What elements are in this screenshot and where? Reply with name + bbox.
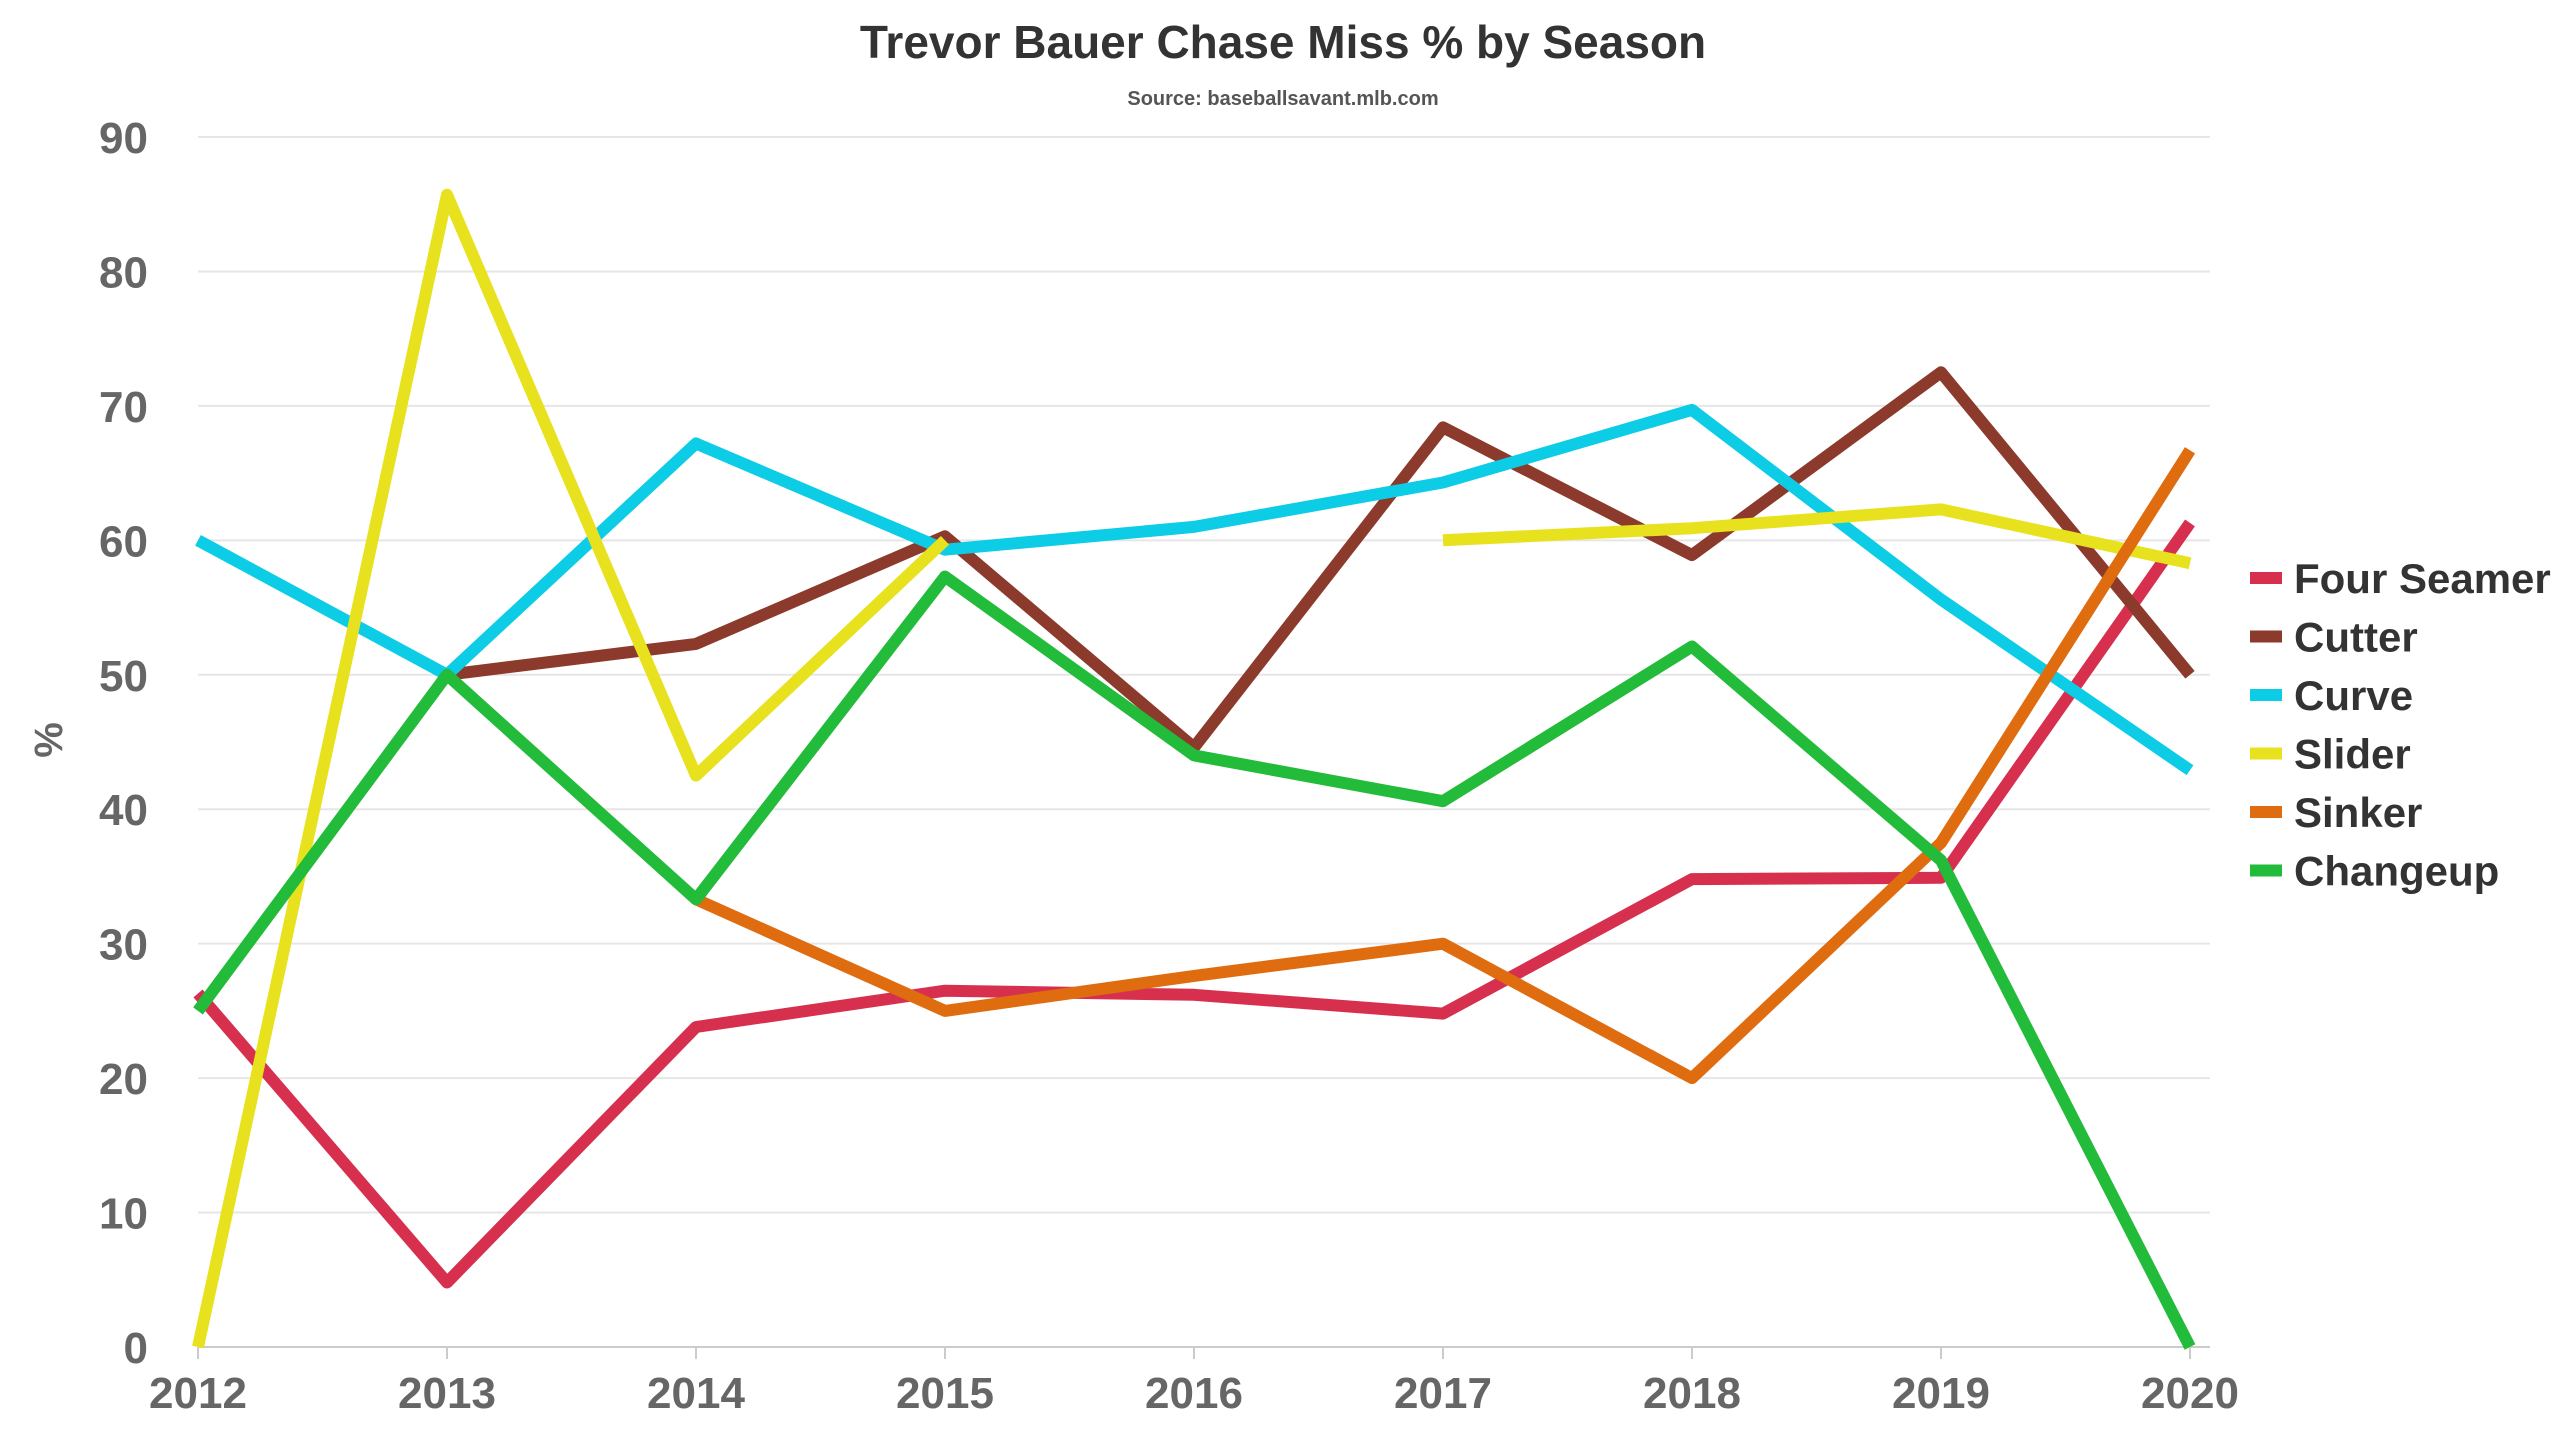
y-tick-label: 90 bbox=[99, 114, 148, 163]
series-changeup bbox=[193, 570, 2196, 1350]
y-tick-label: 10 bbox=[99, 1190, 148, 1239]
legend-item: Sinker bbox=[2250, 789, 2422, 836]
series-cutter bbox=[446, 366, 2195, 754]
series-slider bbox=[192, 188, 2192, 1349]
series-line bbox=[192, 188, 950, 1349]
y-axis-label: % bbox=[27, 722, 71, 758]
x-tick-label: 2013 bbox=[398, 1369, 496, 1418]
series-line bbox=[693, 447, 2196, 1085]
y-tick-label: 0 bbox=[124, 1324, 148, 1373]
legend-label: Curve bbox=[2294, 672, 2413, 719]
y-tick-label: 60 bbox=[99, 517, 148, 566]
x-tick-label: 2018 bbox=[1643, 1369, 1741, 1418]
series-line bbox=[446, 366, 2195, 754]
x-axis: 2012 2013 2014 2015 2016 2017 2018 2019 2020 bbox=[149, 1346, 2239, 1418]
legend-item: Changeup bbox=[2250, 848, 2499, 895]
chart-subtitle: Source: baseballsavant.mlb.com bbox=[1127, 88, 1438, 110]
y-tick-label: 80 bbox=[99, 248, 148, 297]
series-four-seamer bbox=[193, 519, 2195, 1289]
y-axis: 0 10 20 30 40 50 60 70 80 90 bbox=[99, 114, 148, 1373]
x-tick-label: 2014 bbox=[647, 1369, 745, 1418]
y-tick-label: 50 bbox=[99, 652, 148, 701]
legend: Four Seamer Cutter Curve Slider Sinker Change… bbox=[2250, 555, 2551, 895]
y-tick-label: 70 bbox=[99, 383, 148, 432]
x-tick-label: 2015 bbox=[896, 1369, 994, 1418]
legend-item: Curve bbox=[2250, 672, 2413, 719]
legend-label: Slider bbox=[2294, 731, 2411, 778]
y-tick-label: 40 bbox=[99, 786, 148, 835]
legend-label: Sinker bbox=[2294, 789, 2422, 836]
legend-item: Slider bbox=[2250, 731, 2411, 778]
legend-item: Cutter bbox=[2250, 614, 2418, 661]
legend-label: Changeup bbox=[2294, 848, 2499, 895]
x-tick-label: 2017 bbox=[1394, 1369, 1492, 1418]
x-tick-label: 2016 bbox=[1145, 1369, 1243, 1418]
y-tick-label: 20 bbox=[99, 1055, 148, 1104]
x-tick-label: 2012 bbox=[149, 1369, 247, 1418]
grid bbox=[198, 136, 2210, 1214]
series-layer bbox=[192, 188, 2196, 1350]
series-line bbox=[193, 519, 2195, 1289]
legend-label: Cutter bbox=[2294, 614, 2418, 661]
series-line bbox=[193, 570, 2196, 1350]
legend-item: Four Seamer bbox=[2250, 555, 2551, 602]
series-line bbox=[1442, 503, 2192, 570]
series-line bbox=[195, 403, 2194, 776]
x-tick-label: 2019 bbox=[1892, 1369, 1990, 1418]
series-sinker bbox=[693, 447, 2196, 1085]
series-curve bbox=[195, 403, 2194, 776]
x-tick-label: 2020 bbox=[2141, 1369, 2239, 1418]
legend-label: Four Seamer bbox=[2294, 555, 2551, 602]
chart-title: Trevor Bauer Chase Miss % by Season bbox=[860, 16, 1706, 68]
y-tick-label: 30 bbox=[99, 921, 148, 970]
